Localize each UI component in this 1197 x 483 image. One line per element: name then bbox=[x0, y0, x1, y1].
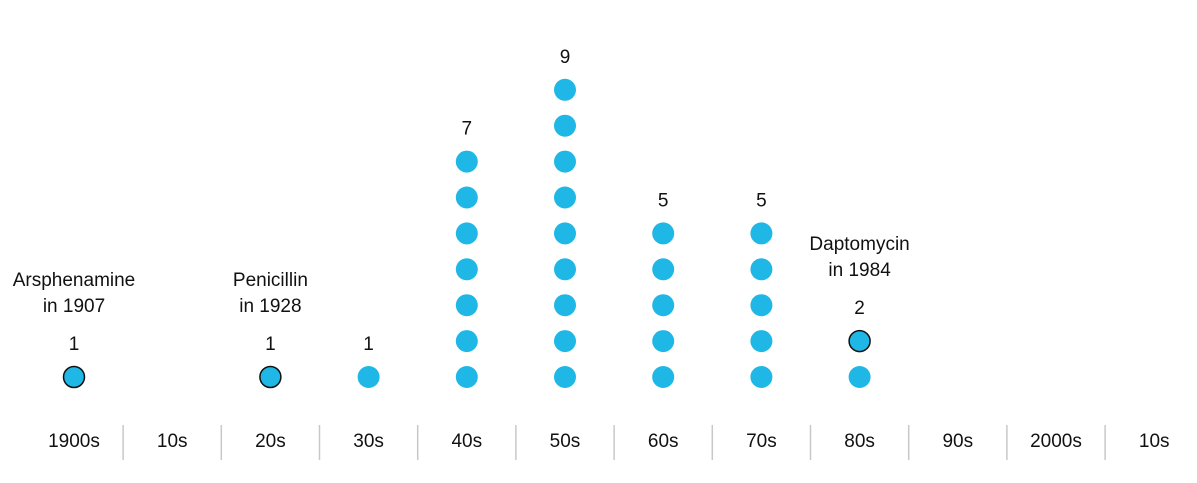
annotation: in 1984 bbox=[828, 260, 891, 281]
dot bbox=[455, 258, 478, 281]
count-label: 1 bbox=[69, 334, 80, 355]
dot bbox=[455, 150, 478, 173]
dot bbox=[848, 329, 871, 353]
x-tick-label: 90s bbox=[942, 431, 973, 452]
dot-column bbox=[554, 78, 576, 388]
dot bbox=[750, 222, 773, 245]
dot bbox=[554, 366, 576, 388]
dot bbox=[652, 366, 675, 388]
dot bbox=[652, 294, 675, 317]
annotation: in 1907 bbox=[43, 296, 105, 317]
dot bbox=[750, 330, 773, 353]
dot-column bbox=[652, 222, 675, 388]
dot bbox=[357, 366, 380, 388]
x-tick-label: 10s bbox=[157, 431, 188, 452]
dot-column bbox=[455, 150, 478, 388]
dot-column bbox=[357, 366, 380, 388]
dot bbox=[455, 294, 478, 317]
x-tick-label: 70s bbox=[746, 431, 777, 452]
count-label: 9 bbox=[560, 47, 571, 68]
x-tick-label: 60s bbox=[648, 431, 679, 452]
dot bbox=[750, 294, 773, 317]
dot bbox=[554, 78, 576, 101]
dot bbox=[554, 294, 576, 317]
x-tick-label: 20s bbox=[255, 431, 286, 452]
count-label: 7 bbox=[462, 119, 473, 140]
count-label: 2 bbox=[854, 298, 865, 319]
count-label: 1 bbox=[363, 334, 374, 355]
x-tick-label: 10s bbox=[1139, 431, 1170, 452]
count-label: 5 bbox=[658, 190, 669, 211]
dot bbox=[554, 186, 576, 209]
x-tick-label: 40s bbox=[451, 431, 482, 452]
count-label: 1 bbox=[265, 334, 276, 355]
annotation: in 1928 bbox=[239, 296, 301, 317]
dot bbox=[455, 330, 478, 353]
x-tick-label: 80s bbox=[844, 431, 875, 452]
x-tick-label: 1900s bbox=[48, 431, 100, 452]
annotation: Arsphenamine bbox=[13, 270, 136, 291]
annotation: Penicillin bbox=[233, 270, 308, 291]
x-tick-label: 2000s bbox=[1030, 431, 1082, 452]
dot bbox=[62, 365, 86, 389]
dot-column bbox=[848, 329, 871, 388]
dot bbox=[652, 330, 675, 353]
dot bbox=[848, 366, 871, 388]
dot bbox=[750, 258, 773, 281]
dot bbox=[652, 258, 675, 281]
dot bbox=[750, 366, 773, 388]
dot bbox=[554, 258, 576, 281]
dot bbox=[455, 222, 478, 245]
count-label: 5 bbox=[756, 190, 767, 211]
dot bbox=[554, 114, 576, 137]
dot-column bbox=[62, 365, 86, 389]
dot bbox=[455, 366, 478, 388]
dot-column bbox=[750, 222, 773, 388]
x-tick-label: 50s bbox=[550, 431, 581, 452]
dot bbox=[554, 222, 576, 245]
dot-column bbox=[259, 365, 282, 389]
x-tick-label: 30s bbox=[353, 431, 384, 452]
dot bbox=[259, 365, 282, 389]
dot bbox=[652, 222, 675, 245]
dot bbox=[554, 150, 576, 173]
annotation: Daptomycin bbox=[809, 234, 909, 255]
dot bbox=[554, 330, 576, 353]
dot bbox=[455, 186, 478, 209]
